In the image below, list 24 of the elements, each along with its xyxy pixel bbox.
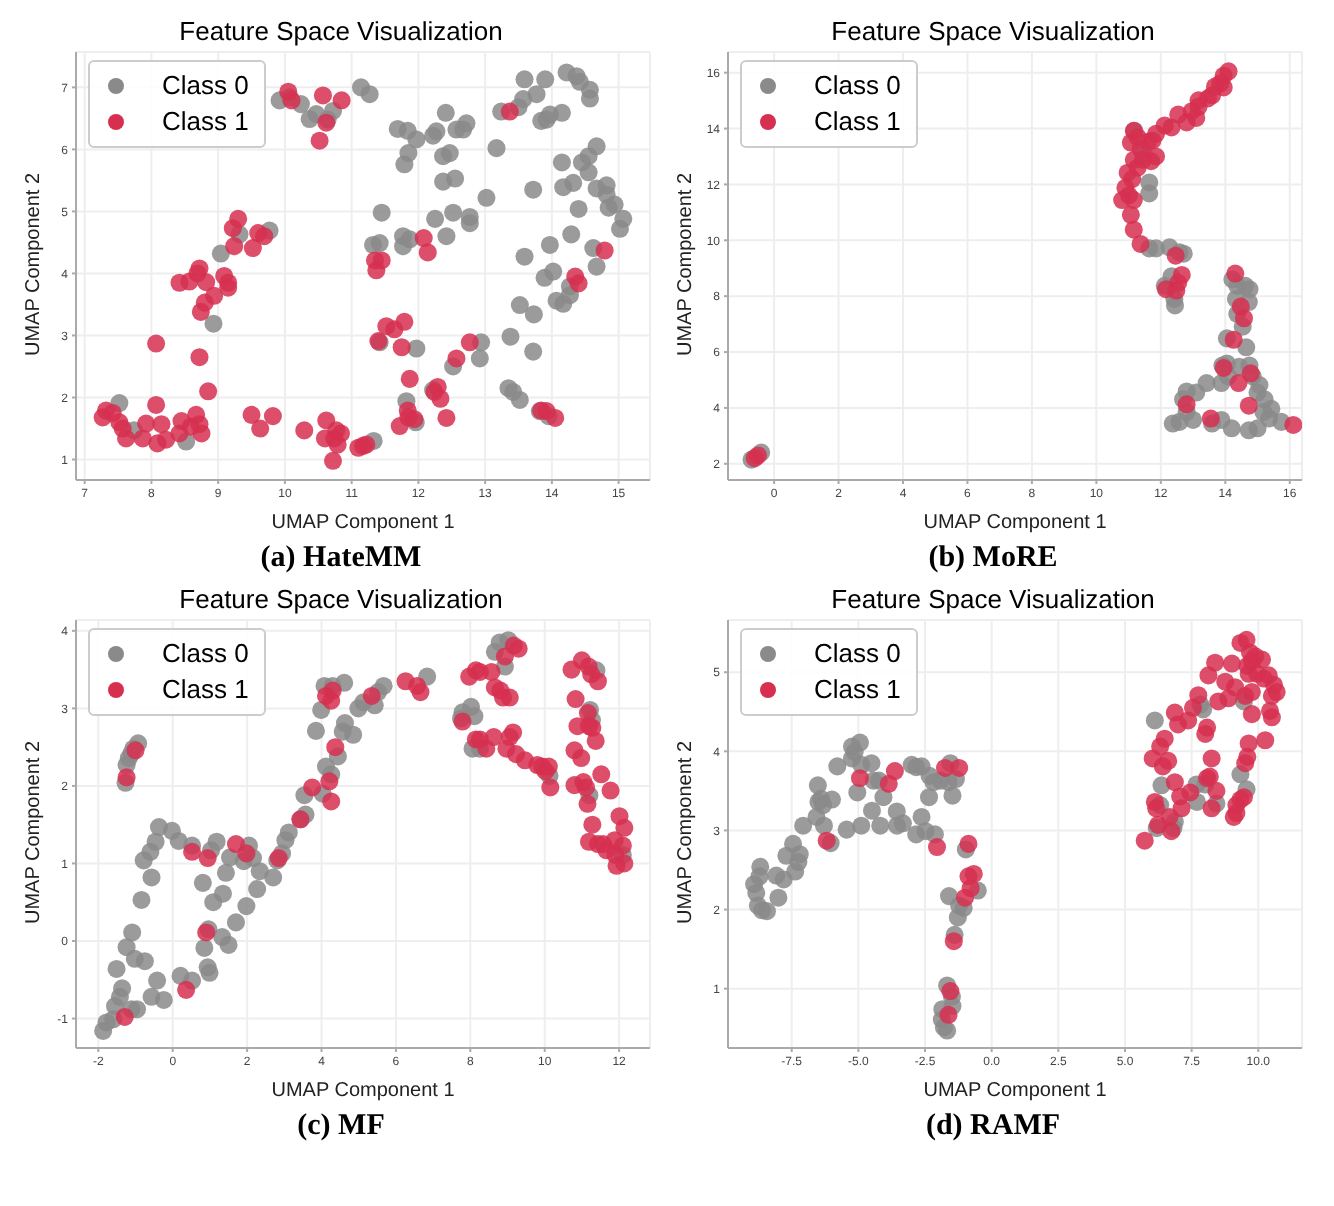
chart-title: Feature Space Visualization: [177, 16, 505, 48]
legend-label: Class 1: [814, 104, 901, 140]
y-axis-title: UMAP Component 2: [675, 172, 698, 356]
x-axis-title: UMAP Component 1: [923, 1080, 1108, 1102]
x-axis-title: UMAP Component 1: [923, 512, 1108, 534]
chart-title: Feature Space Visualization: [829, 16, 1157, 48]
legend-label: Class 0: [162, 636, 249, 672]
chart-title: Feature Space Visualization: [829, 584, 1157, 616]
x-axis-title: UMAP Component 1: [271, 1080, 456, 1102]
text: (c) MF: [295, 1110, 387, 1144]
legend-label: Class 1: [814, 672, 901, 708]
chart-title: Feature Space Visualization: [177, 584, 505, 616]
y-axis-title: UMAP Component 2: [675, 740, 698, 924]
text: (b) MoRE: [926, 542, 1060, 576]
legend-label: Class 1: [162, 104, 249, 140]
legend-label: Class 1: [162, 672, 249, 708]
legend-label: Class 0: [814, 636, 901, 672]
x-axis-title: UMAP Component 1: [271, 512, 456, 534]
legend-label: Class 0: [814, 68, 901, 104]
legend-label: Class 0: [162, 68, 249, 104]
text: (d) RAMF: [923, 1110, 1063, 1144]
y-axis-title: UMAP Component 2: [23, 172, 46, 356]
y-axis-title: UMAP Component 2: [23, 740, 46, 924]
text: (a) HateMM: [258, 542, 424, 576]
